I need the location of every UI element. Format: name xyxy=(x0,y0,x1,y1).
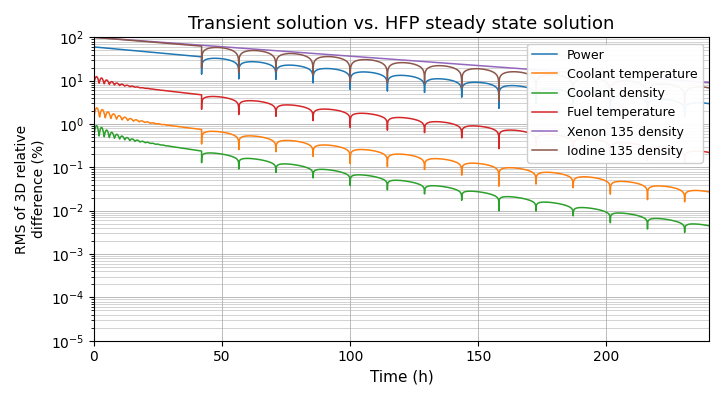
Xenon 135 density xyxy=(484,64,493,69)
Coolant density xyxy=(530,200,539,205)
Power xyxy=(90,44,98,49)
Iodine 135 density xyxy=(530,76,539,81)
Title: Transient solution vs. HFP steady state solution: Transient solution vs. HFP steady state … xyxy=(188,15,615,33)
Xenon 135 density xyxy=(462,62,471,67)
Xenon 135 density xyxy=(704,80,713,85)
Coolant temperature xyxy=(484,163,493,168)
Fuel temperature xyxy=(92,74,101,79)
Power xyxy=(704,101,713,106)
Line: Iodine 135 density: Iodine 135 density xyxy=(94,37,709,106)
Iodine 135 density xyxy=(381,63,390,68)
Xenon 135 density xyxy=(665,77,673,82)
Coolant temperature xyxy=(530,172,539,176)
Coolant temperature xyxy=(681,199,689,204)
Coolant temperature xyxy=(381,152,390,157)
Fuel temperature xyxy=(381,116,390,121)
Coolant density xyxy=(381,178,390,183)
Fuel temperature xyxy=(704,150,713,155)
Fuel temperature xyxy=(681,160,689,165)
Xenon 135 density xyxy=(90,35,98,40)
Coolant density xyxy=(484,191,493,196)
Coolant temperature xyxy=(704,190,713,194)
Coolant temperature xyxy=(665,184,673,189)
Iodine 135 density xyxy=(665,82,673,87)
Coolant temperature xyxy=(93,106,101,110)
Coolant density xyxy=(92,123,101,128)
Iodine 135 density xyxy=(462,68,471,73)
Coolant temperature xyxy=(462,162,471,166)
Iodine 135 density xyxy=(243,49,251,54)
Legend: Power, Coolant temperature, Coolant density, Fuel temperature, Xenon 135 density: Power, Coolant temperature, Coolant dens… xyxy=(527,44,703,163)
Power xyxy=(462,81,471,86)
Coolant temperature xyxy=(243,134,252,138)
Line: Coolant density: Coolant density xyxy=(94,126,709,232)
Iodine 135 density xyxy=(484,68,493,73)
Fuel temperature xyxy=(90,80,98,85)
Fuel temperature xyxy=(484,126,493,130)
Coolant density xyxy=(665,218,673,222)
Power xyxy=(665,98,673,102)
Coolant density xyxy=(462,189,471,194)
Fuel temperature xyxy=(665,145,673,150)
Power xyxy=(530,90,539,94)
Coolant density xyxy=(90,133,98,138)
Fuel temperature xyxy=(243,98,252,103)
Power xyxy=(681,114,689,119)
X-axis label: Time (h): Time (h) xyxy=(370,370,434,385)
Coolant density xyxy=(704,224,713,228)
Line: Power: Power xyxy=(94,47,709,117)
Iodine 135 density xyxy=(704,86,713,90)
Xenon 135 density xyxy=(381,56,390,61)
Line: Coolant temperature: Coolant temperature xyxy=(94,108,709,202)
Power xyxy=(381,75,390,80)
Coolant temperature xyxy=(90,114,98,119)
Line: Xenon 135 density: Xenon 135 density xyxy=(94,37,709,82)
Coolant density xyxy=(243,156,252,161)
Xenon 135 density xyxy=(243,46,251,51)
Fuel temperature xyxy=(462,124,471,129)
Line: Fuel temperature: Fuel temperature xyxy=(94,77,709,162)
Iodine 135 density xyxy=(643,104,652,108)
Xenon 135 density xyxy=(530,67,539,72)
Y-axis label: RMS of 3D relative
difference (%): RMS of 3D relative difference (%) xyxy=(15,124,45,254)
Fuel temperature xyxy=(530,134,539,138)
Power xyxy=(243,60,251,64)
Power xyxy=(484,82,493,86)
Coolant density xyxy=(681,230,689,235)
Iodine 135 density xyxy=(90,35,98,40)
